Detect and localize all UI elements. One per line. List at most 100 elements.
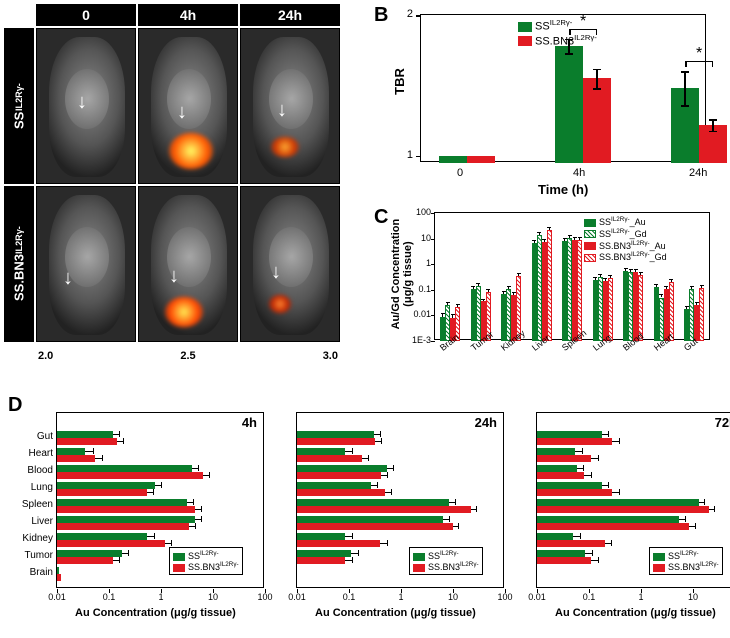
row-header: SSIL2Rγ- <box>4 28 34 184</box>
legend: SSIL2Rγ-SS.BN3IL2Rγ- <box>409 547 483 575</box>
bar <box>537 431 602 438</box>
bar <box>297 516 443 523</box>
panel-d-subplot: 72h0.010.1110100Au Concentration (μg/g t… <box>536 412 730 588</box>
panel-b-legend: SSIL2Rγ-SS.BN3IL2Rγ- <box>518 18 597 47</box>
legend-item: SS.BN3IL2Rγ-_Au <box>584 240 667 252</box>
bar <box>537 516 679 523</box>
legend-item: SSIL2Rγ- <box>173 550 239 561</box>
xtick: 10 <box>441 592 465 602</box>
bar <box>297 506 471 513</box>
mri-image: ↓ <box>240 186 340 342</box>
xtick: 100 <box>253 592 277 602</box>
mri-image: ↓ <box>36 28 136 184</box>
bar <box>57 482 155 489</box>
bar <box>297 465 387 472</box>
xtick: 0.1 <box>577 592 601 602</box>
bar <box>537 438 612 445</box>
colorbar-tick: 2.5 <box>180 350 195 362</box>
bar <box>537 482 602 489</box>
panel-c-ylabel: Au/Gd Concentration(μg/g tissue) <box>390 214 414 334</box>
bar <box>57 516 195 523</box>
ytick: Brain <box>7 567 53 578</box>
legend-item: SS.BN3IL2Rγ- <box>518 33 597 48</box>
ytick: Spleen <box>7 499 53 510</box>
mri-image: ↓ <box>138 186 238 342</box>
legend-item: SSIL2Rγ-_Au <box>584 216 667 228</box>
xtick: 10 <box>201 592 225 602</box>
bar <box>57 489 147 496</box>
bar <box>537 523 689 530</box>
bar <box>537 499 699 506</box>
bar <box>297 540 380 547</box>
legend-item: SS.BN3IL2Rγ-_Gd <box>584 251 667 263</box>
xtick: 0.01 <box>525 592 549 602</box>
xtick: 10 <box>681 592 705 602</box>
bar <box>57 506 195 513</box>
xlabel: Au Concentration (μg/g tissue) <box>315 607 476 619</box>
bar <box>699 288 704 341</box>
row-header: SS.BN3IL2Rγ- <box>4 186 34 342</box>
legend-item: SS.BN3IL2Rγ- <box>173 561 239 572</box>
bar <box>57 472 203 479</box>
ytick: Blood <box>7 465 53 476</box>
bar <box>297 489 385 496</box>
legend-item: SS.BN3IL2Rγ- <box>653 561 719 572</box>
bar <box>467 156 495 163</box>
bar <box>57 499 187 506</box>
bar <box>577 240 582 341</box>
panel-b-xlabel: Time (h) <box>538 182 588 197</box>
colorbar-tick: 3.0 <box>323 350 338 362</box>
bar <box>297 523 453 530</box>
bar <box>57 431 113 438</box>
xtick: 1 <box>149 592 173 602</box>
bar <box>297 448 345 455</box>
bar <box>537 448 575 455</box>
bar <box>297 557 345 564</box>
xlabel: Au Concentration (μg/g tissue) <box>75 607 236 619</box>
colorbar-tick: 2.0 <box>38 350 53 362</box>
subplot-title: 24h <box>475 415 497 430</box>
col-header: 0 <box>36 4 136 26</box>
bar <box>57 448 85 455</box>
legend: SSIL2Rγ-SS.BN3IL2Rγ- <box>169 547 243 575</box>
bar <box>297 438 375 445</box>
xtick: 0.1 <box>337 592 361 602</box>
bar <box>57 557 113 564</box>
bar <box>537 465 577 472</box>
bar <box>297 550 351 557</box>
ytick: Heart <box>7 448 53 459</box>
bar <box>537 489 612 496</box>
bar <box>547 230 552 341</box>
xlabel: Au Concentration (μg/g tissue) <box>555 607 716 619</box>
mri-image: ↓ <box>138 28 238 184</box>
xtick: 100 <box>493 592 517 602</box>
subplot-title: 4h <box>242 415 257 430</box>
xtick: 4h <box>573 167 585 179</box>
panel-b: 1204h24h** TBR Time (h) SSIL2Rγ-SS.BN3IL… <box>368 4 720 200</box>
xtick: 0 <box>457 167 463 179</box>
ytick: Liver <box>7 516 53 527</box>
xtick: 1 <box>389 592 413 602</box>
colorbar-ticks: 2.0 2.5 3.0 <box>38 350 338 362</box>
ytick: 2 <box>401 8 413 20</box>
col-header: 24h <box>240 4 340 26</box>
bar <box>537 533 573 540</box>
panel-a: 04h24hSSIL2Rγ-↓↓↓SS.BN3IL2Rγ-↓↓↓ 2.02.53… <box>4 4 352 354</box>
colorbar: 2.0 2.5 3.0 <box>38 348 338 376</box>
panel-d-subplot: 4h0.010.1110100Au Concentration (μg/g ti… <box>56 412 264 588</box>
bar <box>608 278 613 341</box>
panel-b-ylabel: TBR <box>392 68 407 95</box>
xtick: 0.01 <box>45 592 69 602</box>
subplot-title: 72h <box>715 415 730 430</box>
panel-c: 1E-30.010.1110100BrainTumorKidneyLiverSp… <box>368 206 720 394</box>
xtick: 1 <box>629 592 653 602</box>
bar <box>537 557 591 564</box>
bar <box>537 550 585 557</box>
bar <box>57 567 59 574</box>
col-header: 4h <box>138 4 238 26</box>
bar <box>297 482 371 489</box>
bar <box>583 78 611 163</box>
bar <box>555 46 583 163</box>
bar <box>297 472 381 479</box>
bar <box>57 465 192 472</box>
